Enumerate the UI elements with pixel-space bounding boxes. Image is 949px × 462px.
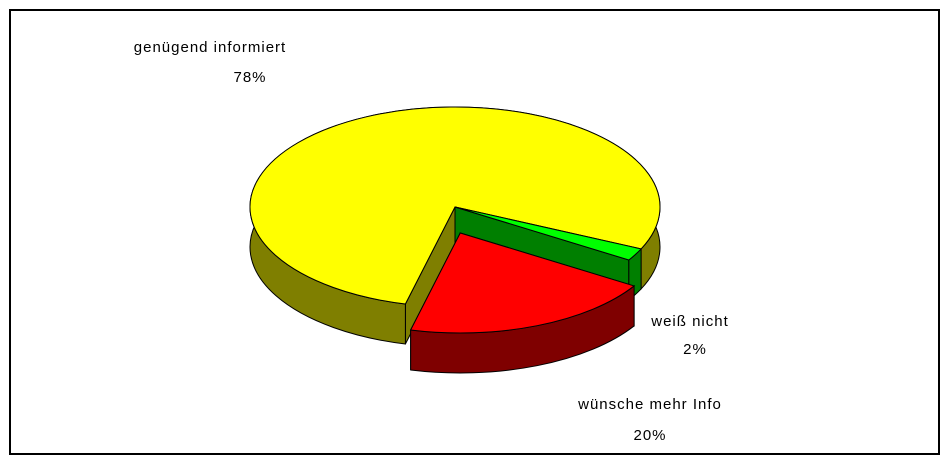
slice-value-label: 2% [683,341,707,358]
slice [249,106,661,305]
slice [409,232,636,334]
slice-label: wünsche mehr Info [577,396,722,413]
slice [454,206,643,261]
pie-tops [249,106,661,334]
slice-label: genügend informiert [134,39,286,56]
pie-labels: genügend informiert 78% weiß nicht 2% wünsch… [134,39,729,444]
slice-value-label: 78% [233,69,266,86]
slice-label: weiß nicht [650,313,729,330]
slice-value-label: 20% [633,427,666,444]
